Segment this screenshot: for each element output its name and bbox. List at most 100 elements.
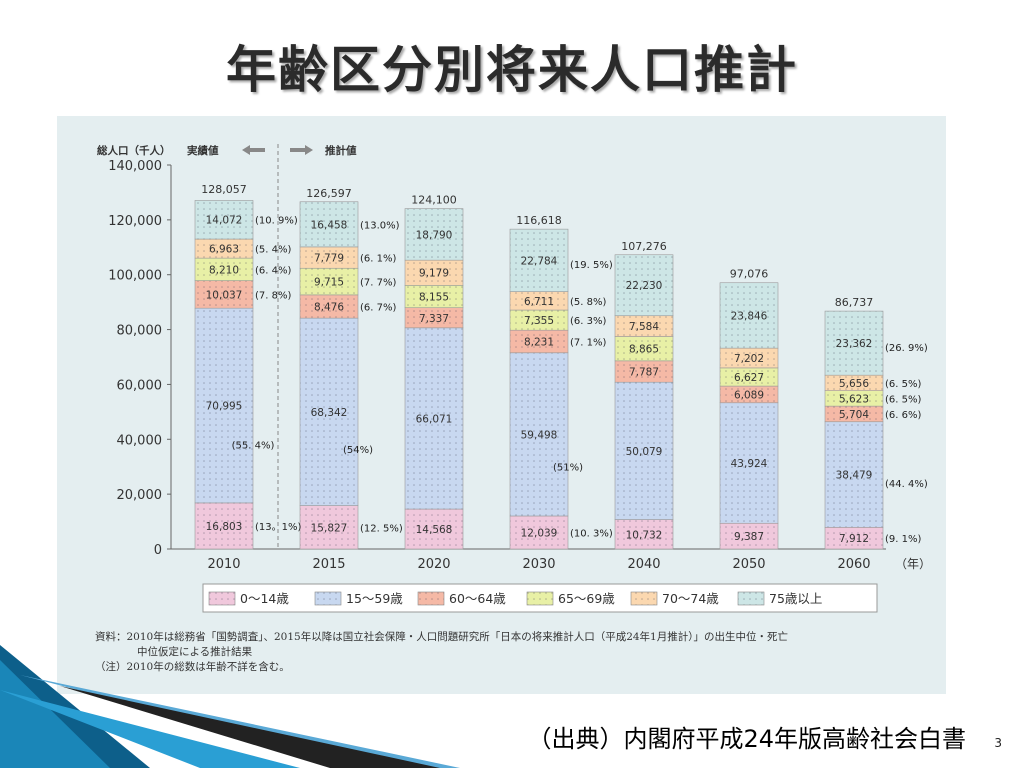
data-label: 18,790 [416, 229, 453, 241]
bar-segment [404, 208, 464, 261]
data-label: 10,037 [206, 289, 243, 301]
data-label: 14,568 [416, 524, 453, 536]
y-tick-label: 60,000 [117, 378, 163, 393]
total-label: 97,076 [730, 268, 769, 281]
percent-annotation: (26. 9%) [885, 343, 928, 354]
data-label: 14,072 [206, 215, 243, 227]
bar-segment [299, 201, 359, 248]
actual-label: 実績値 [187, 144, 219, 157]
y-tick-label: 20,000 [117, 488, 163, 503]
data-label: 7,337 [419, 313, 449, 325]
legend-label: 65～69歳 [558, 591, 615, 606]
percent-annotation: (10. 3%) [570, 528, 613, 539]
percent-annotation: (10. 9%) [255, 216, 298, 227]
bar-segment [719, 402, 779, 524]
bar-segment [299, 505, 359, 550]
data-label: 23,846 [731, 310, 768, 322]
total-label: 126,597 [306, 187, 352, 200]
data-label: 7,787 [629, 367, 659, 379]
source-note: 資料：2010年は総務省「国勢調査」、2015年以降は国立社会保障・人口問題研究… [95, 630, 925, 675]
bar-segment [194, 502, 254, 550]
bar-segment [509, 228, 569, 292]
data-label: 6,089 [734, 389, 764, 401]
arrow-left-icon [242, 145, 265, 155]
percent-annotation: (6. 4%) [255, 265, 291, 276]
percent-annotation: (6. 7%) [360, 303, 396, 314]
bar-segment [719, 282, 779, 349]
bar-segment [824, 421, 884, 528]
percent-annotation: (7. 7%) [360, 278, 396, 289]
data-label: 70,995 [206, 401, 243, 413]
y-tick-label: 40,000 [117, 433, 163, 448]
percent-annotation: (54%) [343, 445, 373, 456]
legend-label: 15～59歳 [346, 591, 403, 606]
percent-annotation: (13。1%) [255, 522, 301, 533]
y-tick-label: 80,000 [117, 324, 163, 339]
percent-annotation: (44. 4%) [885, 479, 928, 490]
data-label: 7,584 [629, 321, 659, 333]
data-label: 7,202 [734, 353, 764, 365]
legend-label: 75歳以上 [769, 591, 822, 606]
data-label: 9,715 [314, 277, 344, 289]
bar-segment [194, 307, 254, 504]
slide-title: 年齢区分別将来人口推計 [226, 41, 798, 99]
x-axis-unit: （年） [895, 557, 931, 571]
data-label: 5,656 [839, 378, 869, 390]
data-label: 22,230 [626, 280, 663, 292]
total-label: 116,618 [516, 214, 562, 227]
data-label: 9,179 [419, 268, 449, 280]
source-note-line-1: 資料：2010年は総務省「国勢調査」、2015年以降は国立社会保障・人口問題研究… [95, 631, 788, 643]
projected-label: 推計値 [325, 144, 357, 157]
percent-annotation: (7. 1%) [570, 337, 606, 348]
legend-swatch [314, 591, 342, 606]
x-tick-label: 2020 [417, 557, 450, 572]
legend-label: 0～14歳 [240, 591, 289, 606]
corner-decoration [0, 645, 460, 768]
data-label: 12,039 [521, 527, 558, 539]
x-tick-label: 2015 [312, 557, 345, 572]
percent-annotation: (12. 5%) [360, 523, 403, 534]
percent-annotation: (6. 1%) [360, 254, 396, 265]
bar-segment [404, 508, 464, 550]
x-tick-label: 2030 [522, 557, 555, 572]
y-tick-label: 0 [154, 543, 162, 558]
data-label: 8,155 [419, 292, 449, 304]
bar-segment [404, 259, 464, 286]
legend-swatch [417, 591, 445, 606]
data-label: 5,704 [839, 409, 869, 421]
data-label: 38,479 [836, 470, 873, 482]
bar-segment [194, 200, 254, 240]
data-label: 5,623 [839, 393, 869, 405]
percent-annotation: (9. 1%) [885, 534, 921, 545]
data-label: 6,627 [734, 372, 764, 384]
data-label: 8,210 [209, 264, 239, 276]
total-label: 86,737 [835, 296, 874, 309]
legend-swatch [737, 591, 765, 606]
bar-segment [404, 327, 464, 510]
data-label: 66,071 [416, 413, 453, 425]
data-label: 16,458 [311, 219, 348, 231]
source-note-line-2: 中位仮定による推計結果 [137, 646, 253, 658]
legend-swatch [526, 591, 554, 606]
data-label: 10,732 [626, 529, 663, 541]
total-label: 124,100 [411, 194, 457, 207]
data-label: 23,362 [836, 338, 873, 350]
data-label: 8,476 [314, 302, 344, 314]
data-label: 7,779 [314, 253, 344, 265]
data-label: 8,865 [629, 344, 659, 356]
source-note-line-3: （注）2010年の総数は年齢不詳を含む。 [95, 661, 290, 673]
data-label: 6,711 [524, 296, 554, 308]
data-label: 15,827 [311, 522, 348, 534]
legend-label: 70～74歳 [662, 591, 719, 606]
data-label: 68,342 [311, 407, 348, 419]
x-tick-label: 2050 [732, 557, 765, 572]
data-label: 9,387 [734, 531, 764, 543]
data-label: 7,355 [524, 315, 554, 327]
citation: （出典）内閣府平成24年版高齢社会白書 [527, 725, 966, 753]
slide-number: 3 [994, 736, 1002, 750]
x-tick-label: 2060 [837, 557, 870, 572]
percent-annotation: (13.0%) [360, 220, 400, 231]
percent-annotation: (5. 4%) [255, 245, 291, 256]
bar-segment [509, 515, 569, 550]
data-label: 43,924 [731, 458, 768, 470]
